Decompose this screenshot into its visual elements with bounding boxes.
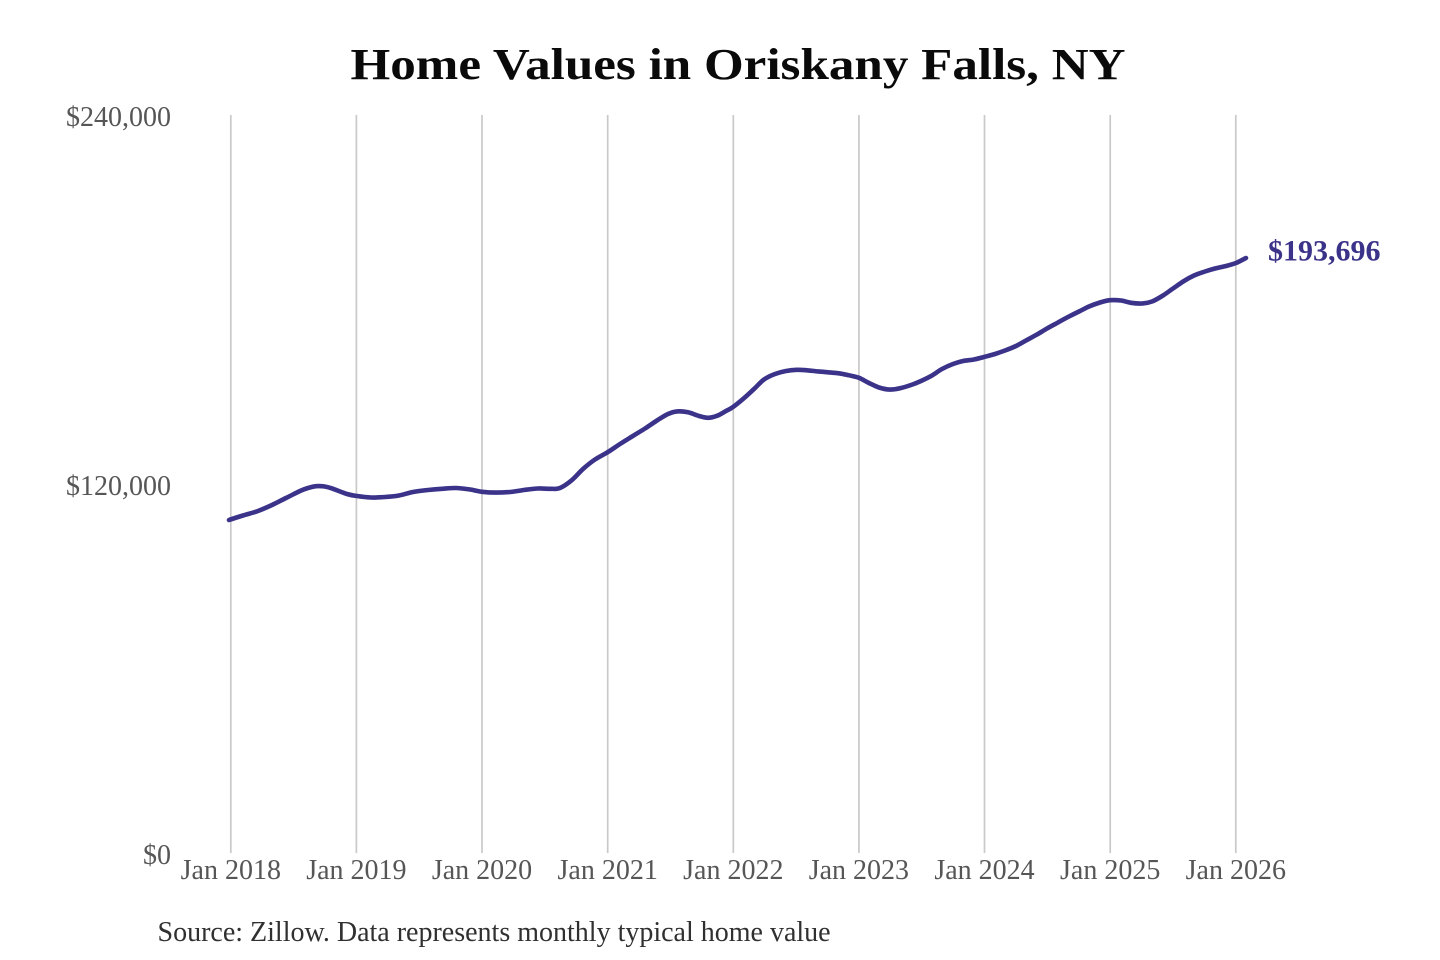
svg-text:Source: Zillow. Data represent: Source: Zillow. Data represents monthly …: [158, 917, 831, 948]
svg-text:Jan 2018: Jan 2018: [181, 855, 281, 886]
svg-text:Jan 2025: Jan 2025: [1060, 855, 1160, 886]
svg-text:Jan 2023: Jan 2023: [809, 855, 909, 886]
svg-text:Home Values in Oriskany Falls,: Home Values in Oriskany Falls, NY: [351, 40, 1126, 89]
svg-text:Jan 2026: Jan 2026: [1186, 855, 1286, 886]
svg-text:Jan 2020: Jan 2020: [432, 855, 532, 886]
svg-text:Jan 2024: Jan 2024: [934, 855, 1034, 886]
svg-text:Jan 2022: Jan 2022: [683, 855, 783, 886]
svg-text:$193,696: $193,696: [1268, 235, 1381, 268]
svg-text:Jan 2019: Jan 2019: [306, 855, 406, 886]
svg-text:$240,000: $240,000: [66, 102, 171, 133]
svg-text:$0: $0: [143, 840, 171, 871]
svg-text:$120,000: $120,000: [66, 471, 171, 502]
svg-text:Jan 2021: Jan 2021: [558, 855, 658, 886]
